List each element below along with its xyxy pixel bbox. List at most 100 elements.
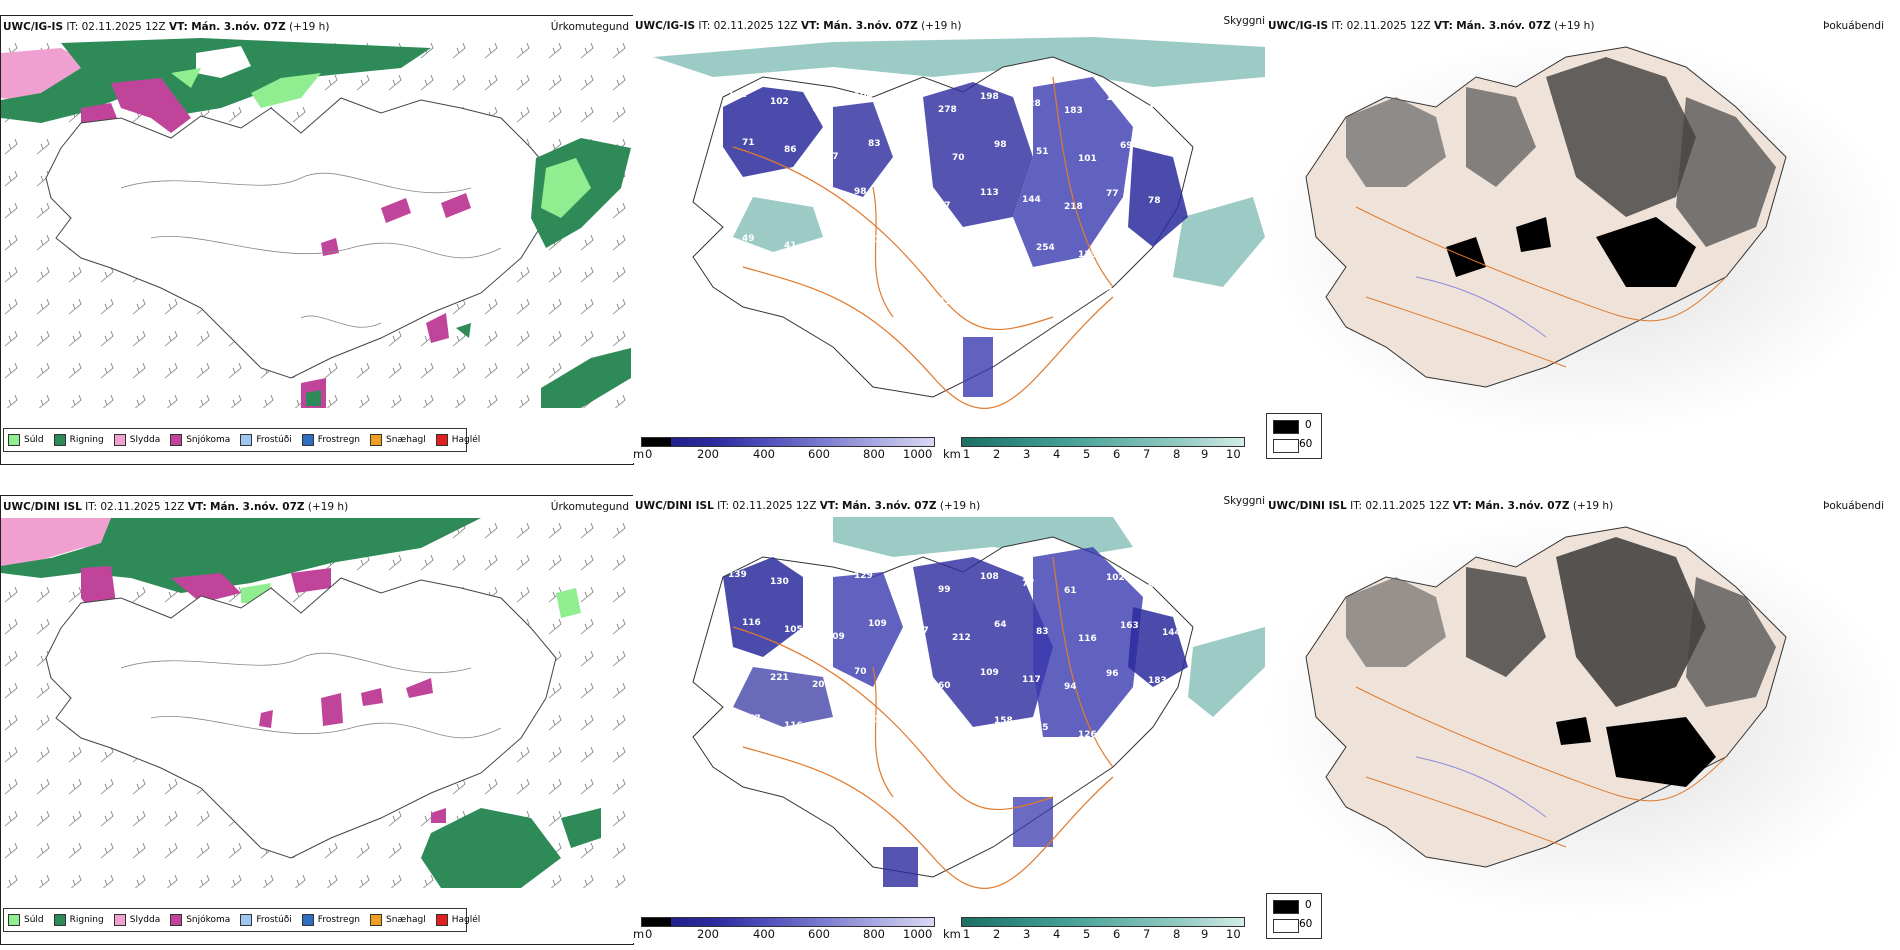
init-time: 02.11.2025 12Z xyxy=(713,20,798,32)
cloudbase-value-label: 67 xyxy=(826,248,839,258)
legend-item: Frostregn xyxy=(301,914,360,926)
valid-time: Mán. 3.nóv. 07Z xyxy=(191,21,286,33)
colorbar-tick: 10 xyxy=(1226,447,1241,461)
legend-swatch xyxy=(170,434,183,446)
cloudbase-value-label: 271 xyxy=(896,290,915,300)
colorbar-tick: 1 xyxy=(963,447,971,461)
cloudbase-value-label: 126 xyxy=(1078,730,1097,740)
legend-swatch xyxy=(170,914,183,926)
fog-title: Þokuábendi xyxy=(1823,500,1884,512)
cloudbase-value-label: 96 xyxy=(1106,669,1119,679)
legend-swatch xyxy=(301,914,314,926)
fog-map[interactable] xyxy=(1266,517,1900,917)
lead-time: (+19 h) xyxy=(289,21,330,33)
model-name: UWC/IG-IS xyxy=(3,21,64,33)
valid-time: Mán. 3.nóv. 07Z xyxy=(842,500,937,512)
colorbar-tick: 8 xyxy=(1173,927,1181,941)
cloudbase-colorbar: m 0 200 400 600 800 1000 xyxy=(633,435,935,463)
precip-type-panel: UWC/IG-IS IT: 02.11.2025 12Z VT: Mán. 3.… xyxy=(0,15,634,465)
colorbar-unit: km xyxy=(943,447,961,461)
init-time: 02.11.2025 12Z xyxy=(1346,20,1431,32)
legend-item: Haglél xyxy=(435,434,480,446)
cloudbase-value-label: 98 xyxy=(994,140,1007,150)
colorbar-tick: 2 xyxy=(993,927,1001,941)
legend-item: Frostúði xyxy=(240,434,292,446)
legend-swatch xyxy=(8,914,20,926)
fog-title: Þokuábendi xyxy=(1823,20,1884,32)
colorbar-strip xyxy=(641,917,935,927)
precip-legend: Súld Rigning Slydda Snjókoma Frostúði Fr… xyxy=(3,428,480,452)
cloudbase-value-label: 98 xyxy=(854,187,867,197)
panel-header: UWC/DINI ISL IT: 02.11.2025 12Z VT: Mán.… xyxy=(635,500,981,512)
cloudbase-value-label: 68 xyxy=(1148,580,1161,590)
colorbar-strip xyxy=(961,917,1245,927)
legend-item: Snjókoma xyxy=(170,914,230,926)
colorbar-tick: 6 xyxy=(1113,447,1121,461)
fog-map[interactable] xyxy=(1266,37,1900,437)
cloudbase-value-label: 102 xyxy=(770,97,789,107)
cloudbase-value-label: 83 xyxy=(868,139,881,149)
colorbar-tick: 7 xyxy=(1143,927,1151,941)
cloudbase-value-label: 82 xyxy=(1120,237,1133,247)
legend-item: Frostregn xyxy=(301,434,360,446)
cloudbase-value-label: 69 xyxy=(1120,141,1133,151)
legend-item: Rigning xyxy=(53,434,104,446)
colorbar-tick: 800 xyxy=(863,927,885,941)
cloudbase-value-label: 109 xyxy=(868,619,887,629)
precip-map[interactable] xyxy=(1,38,631,408)
cloudbase-value-label: 150 xyxy=(812,296,831,306)
cloudbase-map[interactable]: 1621021121041992781981281831531037186578… xyxy=(633,37,1265,437)
cloudbase-value-label: 103 xyxy=(1148,100,1167,110)
colorbar-tick: 2 xyxy=(993,447,1001,461)
lead-time: (+19 h) xyxy=(921,20,962,32)
lead-time: (+19 h) xyxy=(1572,500,1614,512)
cloudbase-value-label: 108 xyxy=(980,572,999,582)
legend-swatch xyxy=(8,434,20,446)
legend-swatch xyxy=(113,914,126,926)
cloudbase-value-label: 144 xyxy=(1022,195,1041,205)
legend-swatch xyxy=(53,914,66,926)
model-name: UWC/IG-IS xyxy=(635,20,696,32)
cloudbase-value-label: 212 xyxy=(952,633,971,643)
cloudbase-value-label: 27 xyxy=(854,283,867,293)
legend-swatch xyxy=(435,434,448,446)
cloudbase-value-label: 45 xyxy=(896,674,909,684)
valid-time: Mán. 3.nóv. 07Z xyxy=(1475,500,1570,512)
cloudbase-value-label: 116 xyxy=(784,721,803,731)
fog-legend-low xyxy=(1273,919,1299,933)
legend-item: Haglél xyxy=(435,914,480,926)
visibility-title: Skyggni xyxy=(1223,15,1266,27)
cloudbase-value-label: 61 xyxy=(1064,586,1077,596)
colorbar-tick: 600 xyxy=(808,447,830,461)
cloudbase-value-label: 104 xyxy=(1064,298,1083,308)
cloudbase-map[interactable]: 139 130 93 129 133 99 108 77 61 102 68 116 105 109 109… xyxy=(633,517,1265,917)
cloudbase-value-label: 277 xyxy=(742,714,761,724)
colorbar-tick: 1000 xyxy=(903,927,933,941)
precip-type-panel: UWC/DINI ISL IT: 02.11.2025 12Z VT: Mán.… xyxy=(0,495,634,945)
cloudbase-colorbar: m 0 200 400 600 800 1000 xyxy=(633,915,935,943)
cloudbase-value-label: 163 xyxy=(1120,621,1139,631)
fog-legend: 0 60 xyxy=(1266,893,1322,939)
legend-item: Súld xyxy=(8,434,44,446)
colorbar-tick: 3 xyxy=(1023,927,1031,941)
precip-map[interactable] xyxy=(1,518,631,888)
cloudbase-value-label: 51 xyxy=(1036,147,1049,157)
cloudbase-panel: UWC/IG-IS IT: 02.11.2025 12Z VT: Mán. 3.… xyxy=(633,15,1265,463)
cloudbase-value-label: 221 xyxy=(770,673,789,683)
legend-swatch xyxy=(240,914,253,926)
lead-time: (+19 h) xyxy=(1554,20,1595,32)
init-time: 02.11.2025 12Z xyxy=(732,500,817,512)
cloudbase-value-label: 116 xyxy=(742,618,761,628)
cloudbase-value-label: 117 xyxy=(1022,675,1041,685)
colorbar-tick: 0 xyxy=(645,447,653,461)
colorbar-tick: 400 xyxy=(753,927,775,941)
cloudbase-value-label: 80 xyxy=(980,284,993,294)
cloudbase-value-label: 94 xyxy=(1064,682,1077,692)
cloudbase-value-label: 153 xyxy=(1106,93,1125,103)
cloudbase-value-label: 218 xyxy=(1064,202,1083,212)
cloudbase-value-label: 64 xyxy=(994,620,1007,630)
legend-swatch xyxy=(370,914,383,926)
cloudbase-value-label: 104 xyxy=(854,91,873,101)
cloudbase-value-label: 127 xyxy=(910,626,929,636)
visibility-colorbar: km 1 2 3 4 5 6 7 8 9 10 xyxy=(943,915,1245,943)
